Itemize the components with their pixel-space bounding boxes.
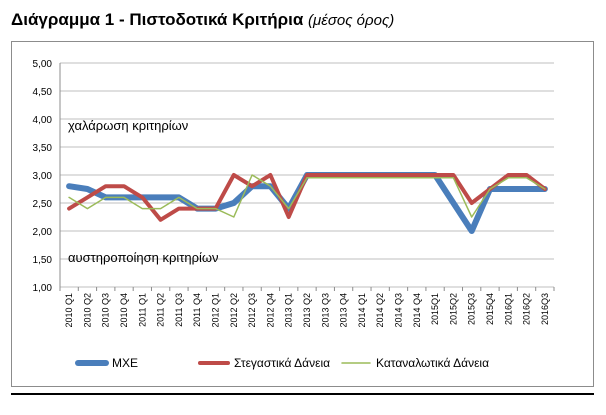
x-tick-label: 2014 Q1	[357, 293, 367, 328]
x-tick-label: 2015Q2	[448, 293, 458, 325]
x-tick-label: 2012 Q4	[265, 293, 275, 328]
chart-title-main: Διάγραμμα 1 - Πιστοδοτικά Κριτήρια	[11, 10, 304, 29]
x-tick-label: 2012 Q1	[211, 293, 221, 328]
series-line	[68, 174, 546, 218]
x-tick-label: 2010 Q1	[64, 293, 74, 328]
annotation: αυστηροποίηση κριτηρίων	[68, 250, 219, 265]
y-tick-label: 4,50	[33, 87, 53, 98]
x-tick-label: 2010 Q2	[82, 293, 92, 328]
x-tick-label: 2013 Q1	[284, 293, 294, 328]
x-tick-label: 2014 Q2	[375, 293, 385, 328]
y-tick-label: 1,00	[33, 283, 53, 294]
y-tick-label: 3,00	[33, 171, 53, 182]
y-tick-label: 4,00	[33, 115, 53, 126]
y-tick-label: 5,00	[33, 59, 53, 70]
y-tick-label: 2,50	[33, 199, 53, 210]
x-tick-label: 2014 Q3	[393, 293, 403, 328]
chart-title-sub: (μέσος όρος)	[308, 12, 395, 29]
x-tick-label: 2011 Q3	[174, 293, 184, 327]
x-tick-label: 2016Q1	[503, 293, 513, 325]
x-tick-label: 2016Q3	[540, 293, 550, 325]
annotation: χαλάρωση κριτηρίων	[68, 118, 188, 133]
x-tick-label: 2010 Q4	[119, 293, 129, 328]
series-line	[67, 173, 547, 222]
y-tick-label: 1,50	[33, 255, 53, 266]
x-tick-label: 2014 Q4	[412, 293, 422, 328]
bottom-divider	[11, 393, 594, 395]
x-tick-label: 2012 Q2	[229, 293, 239, 328]
x-tick-label: 2011 Q1	[137, 293, 147, 327]
x-tick-label: 2015Q3	[467, 293, 477, 325]
y-tick-label: 3,50	[33, 143, 53, 154]
legend-label: Καταναλωτικά Δάνεια	[376, 356, 489, 370]
x-tick-label: 2011 Q4	[192, 293, 202, 327]
chart-title: Διάγραμμα 1 - Πιστοδοτικά Κριτήρια (μέσο…	[11, 10, 394, 30]
y-tick-label: 2,00	[33, 227, 53, 238]
x-tick-label: 2013 Q2	[302, 293, 312, 328]
x-tick-label: 2010 Q3	[101, 293, 111, 328]
chart-frame	[11, 41, 594, 387]
x-tick-label: 2016Q2	[522, 293, 532, 325]
x-tick-label: 2013 Q3	[320, 293, 330, 328]
x-tick-label: 2012 Q3	[247, 293, 257, 328]
legend-label: ΜΧΕ	[112, 356, 138, 370]
x-tick-label: 2011 Q2	[156, 293, 166, 327]
x-tick-label: 2015Q4	[485, 293, 495, 325]
x-tick-label: 2013 Q4	[339, 293, 349, 328]
legend-label: Στεγαστικά Δάνεια	[234, 356, 330, 370]
x-tick-label: 2015Q1	[430, 293, 440, 325]
